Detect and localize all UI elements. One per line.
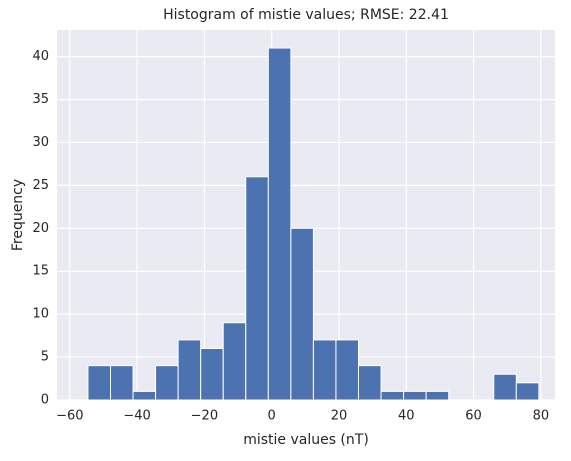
bar bbox=[357, 365, 382, 401]
bar bbox=[425, 390, 450, 401]
x-tick-label: 80 bbox=[533, 409, 550, 424]
bar bbox=[335, 339, 359, 401]
x-tick-label: 40 bbox=[398, 409, 415, 424]
bar bbox=[222, 322, 247, 401]
y-tick-label: 0 bbox=[41, 393, 49, 408]
y-tick-label: 25 bbox=[32, 178, 49, 193]
bar bbox=[312, 339, 337, 401]
x-axis-label: mistie values (nT) bbox=[243, 432, 369, 448]
x-tick-label: −60 bbox=[56, 409, 83, 424]
bar bbox=[87, 365, 112, 401]
bar bbox=[110, 365, 134, 401]
y-tick-label: 20 bbox=[32, 221, 49, 236]
bar bbox=[380, 390, 405, 401]
bar bbox=[132, 390, 157, 401]
x-tick-label: 20 bbox=[331, 409, 348, 424]
y-axis-label: Frequency bbox=[10, 179, 26, 251]
bar bbox=[155, 365, 179, 401]
chart-title: Histogram of mistie values; RMSE: 22.41 bbox=[163, 7, 449, 23]
y-tick-label: 30 bbox=[32, 135, 49, 150]
x-tick-label: −20 bbox=[191, 409, 218, 424]
y-tick-label: 5 bbox=[41, 350, 49, 365]
bar bbox=[200, 347, 224, 401]
bar bbox=[515, 382, 540, 401]
bar bbox=[177, 339, 202, 401]
bar bbox=[245, 176, 269, 401]
bar bbox=[403, 390, 427, 401]
y-tick-label: 40 bbox=[32, 49, 49, 64]
bar bbox=[290, 227, 314, 401]
y-tick-label: 35 bbox=[32, 92, 49, 107]
x-tick-label: 60 bbox=[465, 409, 482, 424]
x-tick-label: −40 bbox=[123, 409, 150, 424]
bar bbox=[493, 373, 517, 401]
x-tick-label: 0 bbox=[268, 409, 276, 424]
bar bbox=[267, 47, 292, 401]
y-tick-label: 15 bbox=[32, 264, 49, 279]
y-tick-label: 10 bbox=[32, 307, 49, 322]
